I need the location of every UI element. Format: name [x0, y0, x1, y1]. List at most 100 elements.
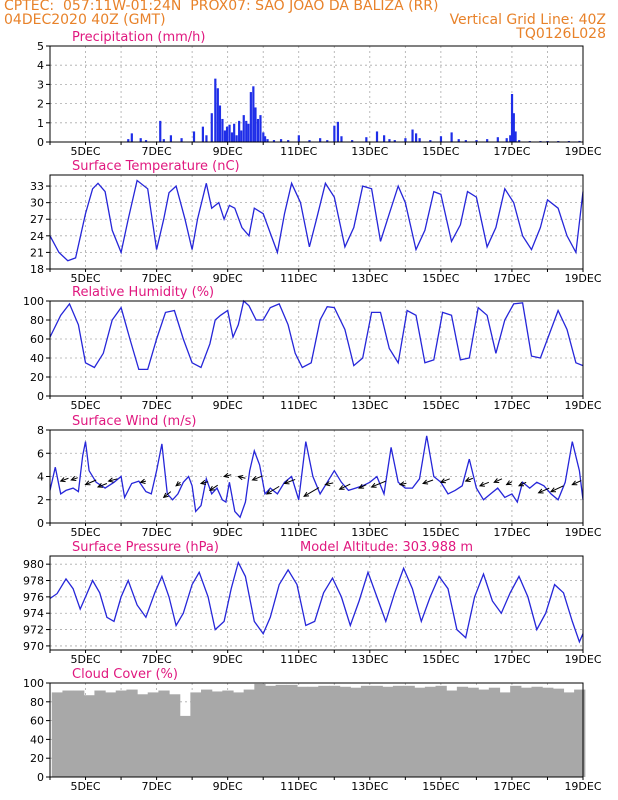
precip-bar	[509, 135, 512, 142]
wind-arrowhead	[517, 481, 524, 487]
x-tick-label: 9DEC	[213, 272, 243, 285]
precip-bar	[263, 136, 267, 142]
y-tick-label: 100	[23, 295, 44, 308]
y-tick-label: 100	[23, 677, 44, 690]
precip-bar	[238, 120, 241, 142]
precip-bar	[249, 92, 252, 142]
precip-bar	[340, 136, 343, 142]
cloud-bar	[403, 685, 415, 777]
cloud-bar	[467, 687, 479, 777]
x-tick-label: 7DEC	[142, 399, 172, 412]
cloud-bar	[126, 689, 138, 777]
wind-arrowhead	[324, 481, 331, 487]
cloud-bar	[456, 686, 469, 777]
cloud-bar	[552, 688, 565, 777]
cloud-bar	[339, 686, 351, 777]
cloud-bar	[510, 685, 522, 777]
y-tick-label: 972	[23, 624, 44, 637]
surface-pressure-subtitle: Model Altitude: 303.988 m	[300, 540, 473, 555]
wind-arrowhead	[439, 478, 446, 484]
precip-bar	[510, 94, 514, 142]
x-tick-label: 13DEC	[351, 780, 388, 793]
precip-bar	[388, 139, 391, 142]
cloud-bar	[51, 692, 64, 777]
precip-bar	[464, 140, 467, 142]
precip-bar	[496, 137, 499, 142]
cloud-bar	[296, 686, 309, 777]
cloud-bar	[307, 686, 319, 777]
x-tick-label: 13DEC	[351, 272, 388, 285]
precip-bar	[272, 140, 276, 142]
y-tick-label: 20	[30, 371, 44, 384]
cloud-bar	[62, 690, 74, 777]
precip-bar	[180, 138, 183, 142]
y-tick-label: 21	[30, 246, 44, 259]
wind-vector	[371, 480, 386, 488]
y-tick-label: 80	[30, 696, 44, 709]
cloud-bar	[350, 687, 362, 777]
x-tick-label: 5DEC	[70, 653, 100, 666]
precip-bar	[514, 131, 517, 142]
x-tick-label: 7DEC	[142, 653, 172, 666]
x-tick-label: 13DEC	[351, 653, 388, 666]
x-tick-label: 9DEC	[213, 780, 243, 793]
y-tick-label: 8	[37, 424, 44, 437]
precip-bar	[439, 136, 443, 142]
precipitation-(mm/h)-frame	[49, 45, 584, 143]
cloud-bar	[275, 684, 287, 777]
cloud-bar	[360, 685, 373, 777]
y-tick-label: 970	[23, 640, 44, 653]
precip-bar	[336, 121, 340, 142]
surface-temperature-frame	[49, 174, 584, 270]
precip-bar	[486, 139, 489, 142]
precip-bar	[159, 120, 162, 142]
wind-vector	[97, 483, 108, 488]
precip-bar	[235, 135, 238, 142]
precip-bar	[375, 131, 379, 142]
wind-vector	[493, 478, 503, 483]
x-tick-label: 11DEC	[280, 780, 317, 793]
cloud-bar	[414, 687, 426, 777]
wind-vector	[325, 482, 334, 486]
wind-arrowhead	[358, 483, 365, 489]
precip-bar	[404, 138, 407, 142]
y-tick-label: 40	[30, 352, 44, 365]
wind-arrowhead	[464, 477, 471, 482]
cloud-bar	[520, 687, 533, 777]
precip-bar	[221, 118, 224, 142]
wind-arrowhead	[338, 485, 345, 490]
precip-bar	[287, 140, 290, 142]
cloud-bar	[574, 689, 586, 777]
y-tick-label: 0	[37, 136, 44, 149]
cloud-bar	[243, 689, 255, 777]
cloud-bar	[137, 694, 149, 777]
y-tick-label: 2	[37, 98, 44, 111]
cloud-bar	[83, 695, 96, 777]
y-tick-label: 60	[30, 333, 44, 346]
y-tick-label: 27	[30, 213, 44, 226]
wind-vector	[200, 481, 209, 484]
wind-vector	[238, 476, 246, 479]
relative-humidity-title: Relative Humidity (%)	[72, 285, 214, 300]
y-tick-label: 80	[30, 314, 44, 327]
x-tick-label: 19DEC	[564, 145, 601, 158]
x-tick-label: 17DEC	[493, 653, 530, 666]
precip-bar	[130, 133, 133, 142]
precip-bar	[139, 138, 142, 142]
x-tick-label: 19DEC	[564, 526, 601, 539]
cloud-bar	[392, 685, 405, 777]
wind-arrowhead	[107, 477, 114, 483]
y-tick-label: 978	[23, 575, 44, 588]
surface-temperature-title: Surface Temperature (nC)	[72, 159, 240, 174]
x-tick-label: 9DEC	[213, 145, 243, 158]
precip-bar	[247, 123, 250, 142]
cloud-bar	[105, 692, 117, 777]
cloud-bar	[158, 690, 170, 777]
x-tick-label: 17DEC	[493, 526, 530, 539]
precip-bar	[505, 138, 508, 142]
wind-arrowhead	[571, 480, 578, 486]
y-tick-label: 33	[30, 180, 44, 193]
cloud-bar	[232, 692, 245, 777]
x-tick-label: 17DEC	[493, 780, 530, 793]
x-tick-label: 11DEC	[280, 653, 317, 666]
